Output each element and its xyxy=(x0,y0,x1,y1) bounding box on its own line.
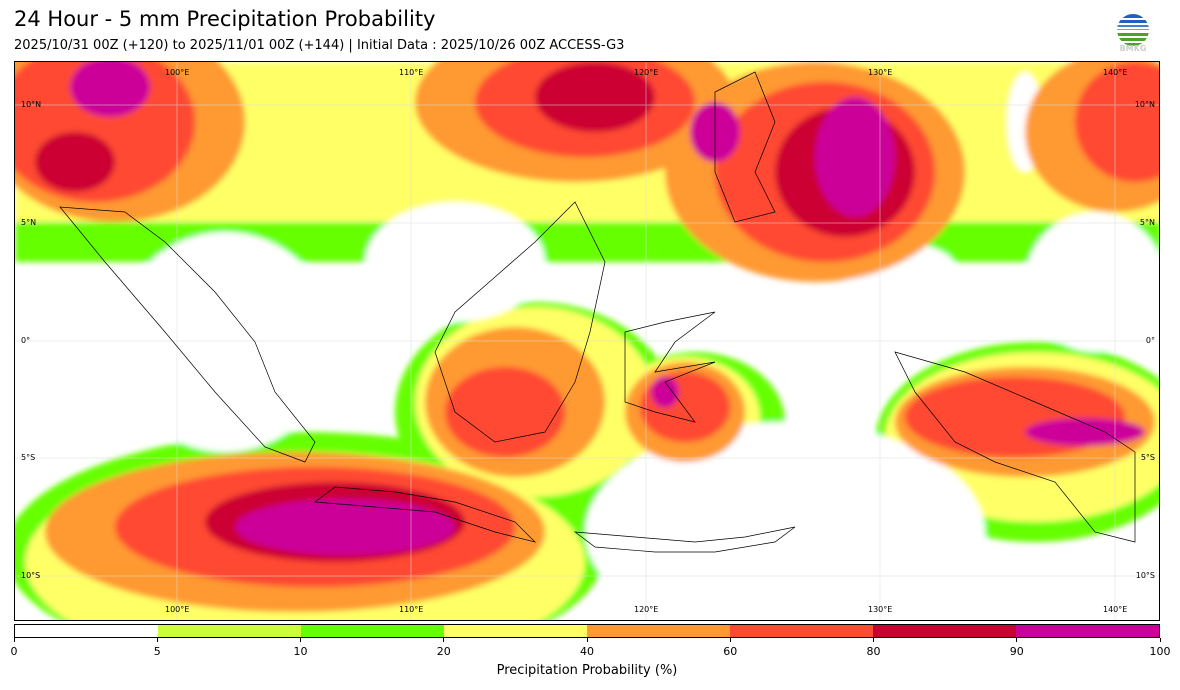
lat-label-right: 5°N xyxy=(1139,218,1155,227)
lat-label-left: 0° xyxy=(21,336,31,345)
lat-label-right: 10°N xyxy=(1134,100,1155,109)
colorbar-segment xyxy=(587,625,730,637)
colorbar-tick xyxy=(586,638,588,642)
probability-field xyxy=(15,62,1159,620)
lon-label-bottom: 100°E xyxy=(165,605,190,614)
colorbar-tick-label: 20 xyxy=(436,645,451,658)
colorbar-segment xyxy=(730,625,873,637)
colorbar-tick xyxy=(1159,638,1161,642)
precipitation-map: 100°E 110°E 120°E 130°E 140°E 100°E 110°… xyxy=(14,61,1160,621)
colorbar-tick-label: 60 xyxy=(723,645,738,658)
lat-label-left: 5°S xyxy=(21,453,36,462)
lon-label-top: 140°E xyxy=(1103,68,1128,77)
colorbar-tick-label: 90 xyxy=(1009,645,1024,658)
colorbar-tick xyxy=(873,638,874,642)
lat-label-right: 0° xyxy=(1145,336,1155,345)
lon-label-bottom: 120°E xyxy=(634,605,659,614)
colorbar-tick xyxy=(443,638,445,642)
colorbar-segment xyxy=(301,625,444,637)
lon-label-bottom: 140°E xyxy=(1103,605,1128,614)
logo-text: BMKG xyxy=(1119,44,1147,53)
lat-label-left: 10°N xyxy=(21,100,42,109)
colorbar-segment xyxy=(1016,625,1159,637)
lon-label-top: 130°E xyxy=(868,68,893,77)
colorbar-segment xyxy=(15,625,158,637)
coastlines xyxy=(59,71,1136,553)
graticule xyxy=(15,62,1159,620)
lat-label-right: 10°S xyxy=(1135,571,1155,580)
lat-label-right: 5°S xyxy=(1140,453,1155,462)
colorbar-tick xyxy=(729,638,731,642)
lat-label-left: 10°S xyxy=(21,571,41,580)
lon-label-top: 110°E xyxy=(399,68,424,77)
colorbar-tick xyxy=(1016,638,1018,642)
lon-label-bottom: 130°E xyxy=(868,605,893,614)
bmkg-logo-icon xyxy=(1117,14,1149,46)
colorbar-segment xyxy=(873,625,1016,637)
colorbar-tick-label: 0 xyxy=(10,645,18,658)
lon-label-bottom: 110°E xyxy=(399,605,424,614)
map-subtitle: 2025/10/31 00Z (+120) to 2025/11/01 00Z … xyxy=(14,38,625,53)
colorbar-tick-label: 10 xyxy=(293,645,308,658)
colorbar-tick-label: 100 xyxy=(1149,645,1171,658)
colorbar-tick xyxy=(13,638,15,642)
colorbar-tick-label: 80 xyxy=(866,645,881,658)
colorbar-label: Precipitation Probability (%) xyxy=(496,663,678,678)
lat-label-left: 5°N xyxy=(21,218,37,227)
colorbar-segment xyxy=(158,625,301,637)
colorbar-tick xyxy=(156,638,158,642)
lon-label-top: 120°E xyxy=(634,68,659,77)
colorbar-tick-label: 5 xyxy=(153,645,161,658)
colorbar-tick-label: 40 xyxy=(580,645,594,658)
colorbar xyxy=(14,624,1160,638)
colorbar-tick xyxy=(300,638,301,642)
colorbar-segment xyxy=(444,625,587,637)
map-title: 24 Hour - 5 mm Precipitation Probability xyxy=(14,7,436,31)
lon-label-top: 100°E xyxy=(165,68,190,77)
